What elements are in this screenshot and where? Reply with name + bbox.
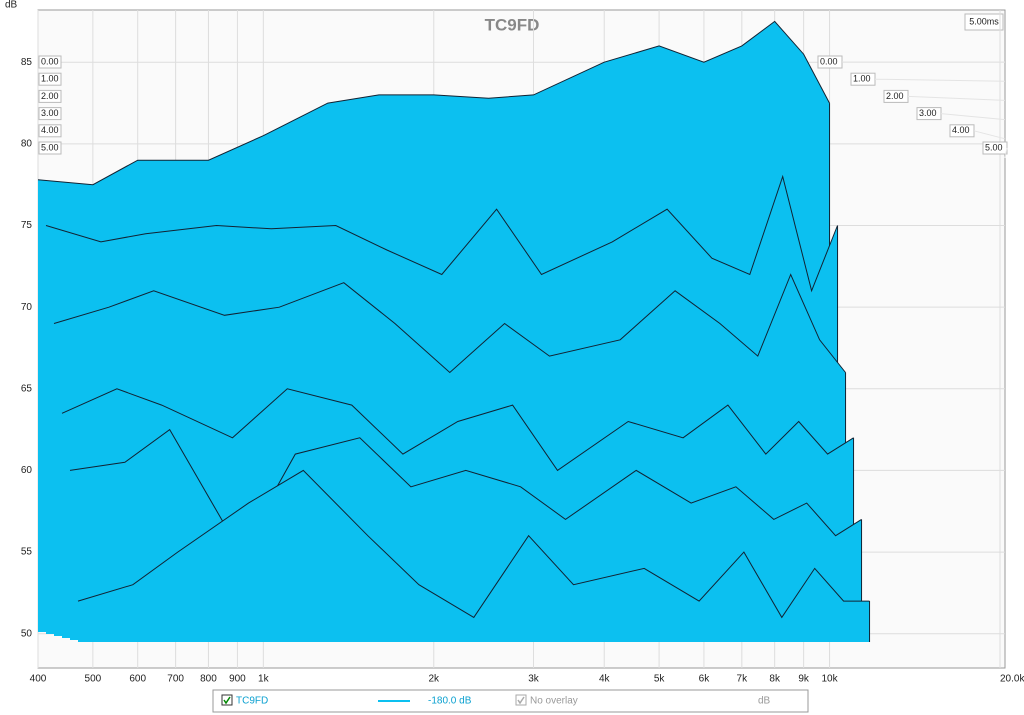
slice-fill bbox=[78, 470, 870, 642]
time-end-box bbox=[964, 13, 1004, 31]
time-tick-label: 1.00 bbox=[853, 74, 871, 84]
x-tick-label: 600 bbox=[129, 674, 146, 685]
legend-trace: TC9FD bbox=[236, 696, 268, 707]
slice-line bbox=[61, 388, 854, 472]
x-tick-label: 8k bbox=[769, 674, 781, 685]
time-tick bbox=[973, 130, 1006, 140]
time-box bbox=[38, 72, 62, 86]
y-tick-label: 60 bbox=[21, 465, 33, 476]
time-tick-label: 3.00 bbox=[919, 108, 937, 118]
checkbox[interactable] bbox=[515, 694, 527, 706]
time-tick-label: 5.00 bbox=[985, 142, 1003, 152]
x-tick-label: 6k bbox=[699, 674, 711, 685]
x-tick-label: 900 bbox=[229, 674, 246, 685]
time-tick-label: 5.00 bbox=[41, 142, 59, 152]
x-tick-label: 20.0k Hz bbox=[1000, 674, 1024, 685]
time-end-label: 5.00ms bbox=[969, 16, 999, 26]
x-tick-label: 1k bbox=[258, 674, 270, 685]
x-tick-label: 700 bbox=[167, 674, 184, 685]
legend-unit: dB bbox=[758, 696, 771, 707]
slice-line bbox=[53, 273, 846, 374]
time-tick-label: 1.00 bbox=[41, 74, 59, 84]
time-tick-label: 4.00 bbox=[41, 125, 59, 135]
y-tick-label: 80 bbox=[21, 139, 33, 150]
x-tick-label: 7k bbox=[737, 674, 749, 685]
legend: TC9FD -180.0 dB No overlay dB bbox=[212, 689, 809, 713]
x-tick-label: 800 bbox=[200, 674, 217, 685]
legend-level: -180.0 dB bbox=[428, 696, 472, 707]
y-tick-label: 50 bbox=[21, 628, 33, 639]
x-tick-label: 9k bbox=[798, 674, 810, 685]
x-tick-label: 500 bbox=[85, 674, 102, 685]
time-tick bbox=[940, 113, 1006, 121]
checkbox[interactable] bbox=[221, 694, 233, 706]
x-tick-label: 4k bbox=[599, 674, 611, 685]
legend-box bbox=[212, 689, 809, 713]
time-tick-label: 0.00 bbox=[820, 56, 838, 66]
time-box bbox=[38, 89, 62, 103]
y-tick-label: 65 bbox=[21, 383, 33, 394]
y-tick-label: 70 bbox=[21, 302, 33, 313]
time-tick-label: 2.00 bbox=[41, 91, 59, 101]
check bbox=[517, 696, 525, 705]
time-tick-label: 0.00 bbox=[41, 56, 59, 66]
y-tick-label: 85 bbox=[21, 57, 33, 68]
x-tick-label: 5k bbox=[654, 674, 666, 685]
time-box bbox=[38, 124, 62, 138]
time-box bbox=[38, 55, 62, 69]
x-tick-label: 10k bbox=[821, 674, 838, 685]
x-tick-label: 2k bbox=[428, 674, 440, 685]
slice-line bbox=[69, 428, 862, 554]
time-box bbox=[38, 107, 62, 121]
y-tick-label: 75 bbox=[21, 220, 33, 231]
y-axis-label: dB bbox=[5, 0, 18, 11]
time-box bbox=[38, 141, 62, 155]
time-tick bbox=[907, 95, 1006, 101]
slice-line bbox=[77, 469, 870, 619]
x-tick-label: 400 bbox=[30, 674, 47, 685]
time-tick bbox=[874, 78, 1006, 82]
slice-line bbox=[45, 174, 838, 293]
slice-line bbox=[37, 20, 830, 186]
y-tick-label: 55 bbox=[21, 547, 33, 558]
chart-title: TC9FD bbox=[485, 15, 540, 34]
time-tick bbox=[1004, 147, 1008, 159]
time-tick-label: 4.00 bbox=[952, 125, 970, 135]
legend-overlay: No overlay bbox=[530, 696, 578, 707]
time-tick-label: 2.00 bbox=[886, 91, 904, 101]
time-tick-label: 3.00 bbox=[41, 108, 59, 118]
x-tick-label: 3k bbox=[528, 674, 540, 685]
check bbox=[223, 696, 231, 705]
